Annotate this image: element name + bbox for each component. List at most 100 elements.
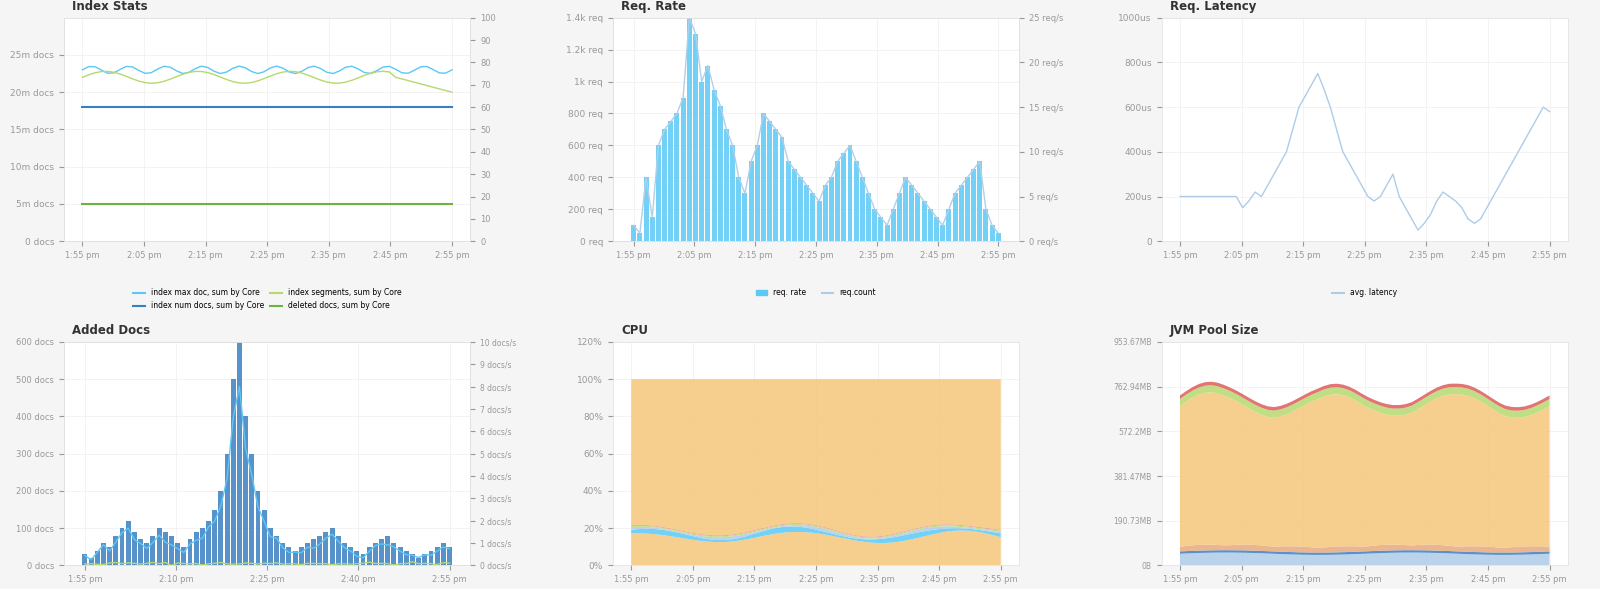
Bar xyxy=(267,528,274,565)
Bar xyxy=(336,535,341,565)
Bar xyxy=(83,554,88,565)
Bar xyxy=(662,130,667,241)
Bar xyxy=(163,532,168,565)
Bar xyxy=(403,551,408,565)
Bar xyxy=(898,193,902,241)
Bar xyxy=(243,416,248,565)
Bar xyxy=(792,170,797,241)
Bar xyxy=(429,551,434,565)
Bar xyxy=(805,186,810,241)
Bar xyxy=(206,521,211,565)
Bar xyxy=(274,535,278,565)
Bar xyxy=(822,186,827,241)
Bar xyxy=(386,535,390,565)
Bar xyxy=(669,121,674,241)
Bar xyxy=(250,454,254,565)
Bar xyxy=(928,209,933,241)
Bar xyxy=(200,528,205,565)
Bar xyxy=(829,177,834,241)
Bar xyxy=(416,558,421,565)
Bar xyxy=(675,114,680,241)
Bar xyxy=(323,532,328,565)
Bar xyxy=(194,532,198,565)
Bar xyxy=(181,547,186,565)
Bar xyxy=(280,543,285,565)
Bar xyxy=(749,161,754,241)
Bar xyxy=(978,161,982,241)
Bar xyxy=(94,551,99,565)
Bar xyxy=(107,547,112,565)
Bar xyxy=(213,509,218,565)
Bar xyxy=(435,547,440,565)
Bar xyxy=(762,114,766,241)
Bar xyxy=(442,543,446,565)
Bar xyxy=(922,201,926,241)
Bar xyxy=(866,193,870,241)
Bar xyxy=(349,547,354,565)
Text: CPU: CPU xyxy=(621,324,648,337)
Bar xyxy=(120,528,125,565)
Bar xyxy=(811,193,816,241)
Bar xyxy=(742,193,747,241)
Bar xyxy=(680,98,686,241)
Bar xyxy=(650,217,654,241)
Bar xyxy=(262,509,267,565)
Legend: avg. latency: avg. latency xyxy=(1330,285,1400,300)
Bar xyxy=(965,177,970,241)
Bar xyxy=(990,225,995,241)
Bar xyxy=(410,554,414,565)
Bar xyxy=(915,193,920,241)
Text: Req. Rate: Req. Rate xyxy=(621,0,686,13)
Bar xyxy=(723,130,730,241)
Bar xyxy=(150,535,155,565)
Bar xyxy=(131,532,138,565)
Bar xyxy=(891,209,896,241)
Bar xyxy=(126,521,131,565)
Bar xyxy=(854,161,859,241)
Bar xyxy=(360,554,365,565)
Bar xyxy=(138,540,142,565)
Bar xyxy=(755,145,760,241)
Bar xyxy=(310,540,317,565)
Bar xyxy=(632,225,637,241)
Text: Index Stats: Index Stats xyxy=(72,0,147,13)
Bar xyxy=(306,543,310,565)
Bar xyxy=(144,543,149,565)
Bar xyxy=(656,145,661,241)
Bar xyxy=(995,233,1000,241)
Bar xyxy=(256,491,261,565)
Bar xyxy=(317,535,322,565)
Bar xyxy=(230,379,235,565)
Bar xyxy=(354,551,360,565)
Bar xyxy=(293,551,298,565)
Bar xyxy=(422,554,427,565)
Bar xyxy=(699,81,704,241)
Bar xyxy=(773,130,778,241)
Bar xyxy=(174,543,181,565)
Bar xyxy=(816,201,821,241)
Bar xyxy=(971,170,976,241)
Bar xyxy=(909,186,914,241)
Bar xyxy=(330,528,334,565)
Bar xyxy=(712,90,717,241)
Bar xyxy=(798,177,803,241)
Bar xyxy=(643,177,648,241)
Bar xyxy=(786,161,790,241)
Bar xyxy=(187,540,192,565)
Bar xyxy=(637,233,642,241)
Bar xyxy=(706,65,710,241)
Bar xyxy=(842,153,846,241)
Bar xyxy=(686,18,691,241)
Bar xyxy=(878,217,883,241)
Bar xyxy=(114,535,118,565)
Legend: req. rate, req.count: req. rate, req.count xyxy=(754,285,878,300)
Bar xyxy=(219,491,224,565)
Bar xyxy=(446,547,453,565)
Bar xyxy=(941,225,946,241)
Bar xyxy=(398,547,403,565)
Bar xyxy=(872,209,877,241)
Bar xyxy=(224,454,229,565)
Bar xyxy=(101,543,106,565)
Bar xyxy=(736,177,741,241)
Text: Req. Latency: Req. Latency xyxy=(1170,0,1256,13)
